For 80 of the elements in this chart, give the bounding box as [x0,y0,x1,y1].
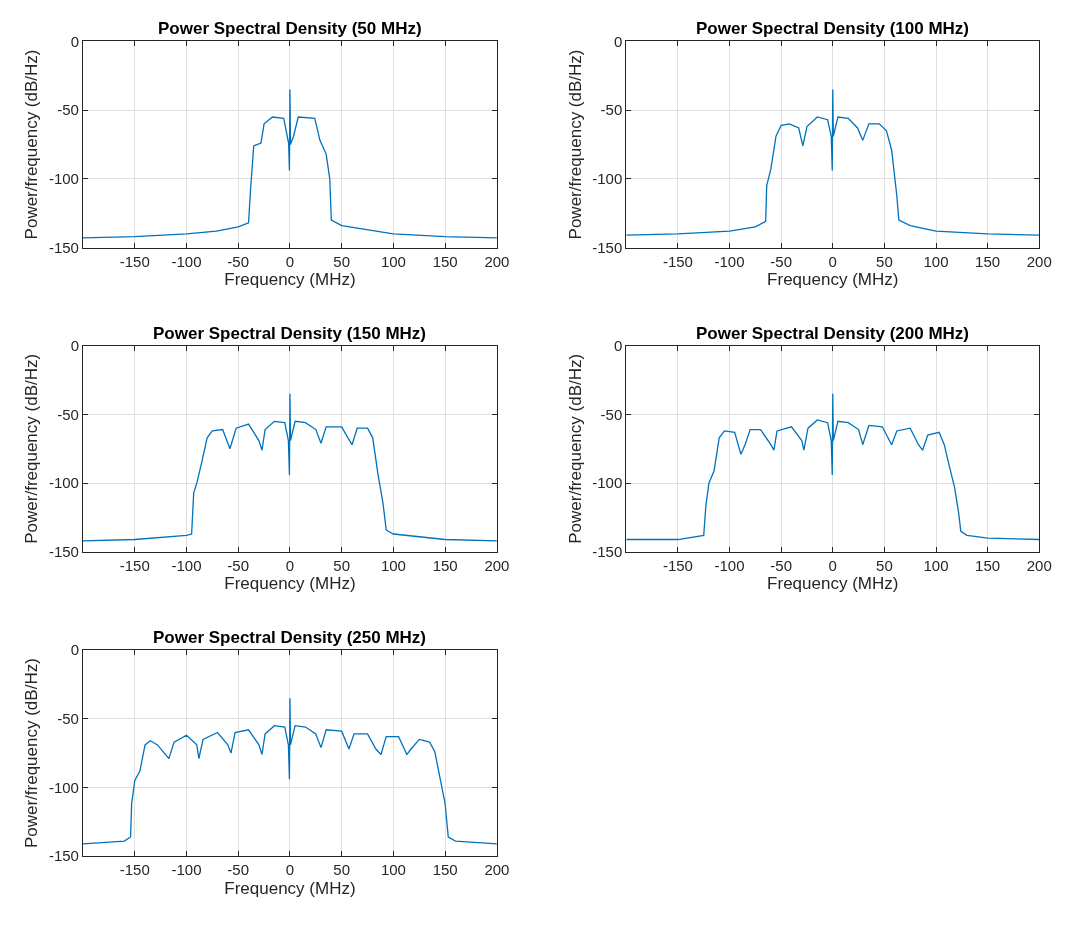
y-axis-title: Power/frequency (dB/Hz) [565,353,585,544]
x-tick-label: -150 [119,556,150,574]
x-tick-label: -150 [119,252,150,270]
y-tick-label: -100 [48,170,79,188]
x-tick-label: -100 [714,252,745,270]
y-tick-label: -50 [57,710,79,728]
x-tick-label: 100 [923,252,949,270]
x-axis-title: Frequency (MHz) [224,574,356,594]
x-tick-label: 0 [828,252,837,270]
x-tick-label: 150 [975,252,1001,270]
x-tick-label: 100 [380,252,406,270]
x-tick-label: 100 [380,861,406,879]
y-axis-title: Power/frequency (dB/Hz) [565,49,585,240]
y-tick-label: -150 [592,238,623,256]
x-axis-title: Frequency (MHz) [224,269,356,289]
x-tick-label: 50 [876,556,893,574]
x-tick-label: 0 [285,252,295,270]
y-tick-label: -50 [57,101,79,119]
x-tick-label: -50 [770,556,793,574]
y-tick-label: -100 [592,474,623,492]
x-tick-label: -50 [770,252,793,270]
chart-title: Power Spectral Density (150 MHz) [153,324,427,343]
x-tick-label: 200 [484,861,510,879]
y-tick-label: -100 [48,778,79,796]
x-tick-label: 200 [484,556,510,574]
x-axis-title: Frequency (MHz) [767,574,899,594]
x-tick-label: 150 [432,556,458,574]
x-axis-title: Frequency (MHz) [224,878,356,898]
y-tick-label: 0 [613,336,623,354]
x-tick-label: 50 [333,556,351,574]
x-tick-label: 50 [333,252,351,270]
y-tick-label: 0 [70,336,79,354]
x-tick-label: -150 [662,252,693,270]
chart-title: Power Spectral Density (50 MHz) [158,19,422,38]
x-tick-label: 200 [484,252,510,270]
x-tick-label: 150 [432,861,458,879]
line-series [626,88,1040,236]
chart-title: Power Spectral Density (200 MHz) [696,324,970,343]
x-tick-label: 0 [828,556,837,574]
y-tick-label: -150 [48,543,79,561]
x-tick-label: 200 [1026,252,1052,270]
y-tick-label: -150 [48,238,79,256]
y-tick-label: -50 [57,405,79,423]
x-tick-label: 100 [380,556,406,574]
x-tick-label: -50 [227,861,250,879]
y-axis-title: Power/frequency (dB/Hz) [22,353,42,544]
y-tick-label: 0 [70,641,79,659]
x-tick-label: 150 [975,556,1001,574]
x-tick-label: 100 [923,556,949,574]
y-tick-label: -50 [600,101,623,119]
y-tick-label: -150 [48,847,79,865]
x-tick-label: 0 [285,861,295,879]
line-series [626,393,1040,541]
x-tick-label: -100 [714,556,745,574]
x-tick-label: 0 [285,556,295,574]
y-tick-label: -100 [592,170,623,188]
line-series [82,88,497,239]
chart-title: Power Spectral Density (250 MHz) [153,628,427,647]
x-tick-label: -100 [171,556,202,574]
x-tick-label: 200 [1026,556,1052,574]
y-tick-label: -150 [592,543,623,561]
y-axis-title: Power/frequency (dB/Hz) [22,49,42,240]
line-series [82,697,497,845]
chart-title: Power Spectral Density (100 MHz) [696,19,970,38]
x-tick-label: 150 [432,252,458,270]
x-tick-label: -50 [227,556,250,574]
x-tick-label: 50 [876,252,893,270]
y-tick-label: -100 [48,474,79,492]
y-axis-title: Power/frequency (dB/Hz) [22,658,42,849]
y-tick-label: -50 [600,405,623,423]
x-tick-label: -100 [171,252,202,270]
x-tick-label: -150 [119,861,150,879]
x-axis-title: Frequency (MHz) [767,269,899,289]
y-tick-label: 0 [70,32,79,50]
x-tick-label: -50 [227,252,250,270]
x-tick-label: -150 [662,556,693,574]
x-tick-label: -100 [171,861,202,879]
line-series [82,393,497,542]
x-tick-label: 50 [333,861,351,879]
y-tick-label: 0 [613,32,623,50]
